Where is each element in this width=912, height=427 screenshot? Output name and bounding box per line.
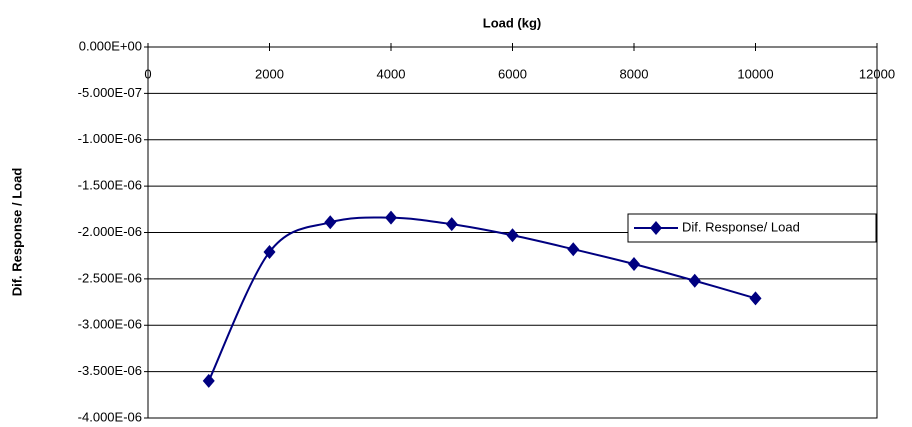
x-tick-label: 4000 (377, 66, 406, 81)
y-tick-label: -2.000E-06 (78, 224, 142, 239)
x-tick-label: 2000 (255, 66, 284, 81)
x-tick-label: 8000 (620, 66, 649, 81)
marker (688, 273, 701, 288)
x-tick-label: 10000 (737, 66, 773, 81)
y-tick-label: 0.000E+00 (79, 38, 142, 53)
y-tick-label: -1.000E-06 (78, 131, 142, 146)
marker (385, 210, 397, 225)
marker (567, 242, 580, 257)
x-axis-label: Load (kg) (483, 15, 542, 30)
y-tick-label: -2.500E-06 (78, 270, 142, 285)
legend-label: Dif. Response/ Load (682, 219, 800, 234)
x-tick-label: 0 (144, 66, 151, 81)
y-tick-label: -1.500E-06 (78, 178, 142, 193)
marker (324, 215, 337, 230)
y-tick-label: -5.000E-07 (78, 85, 142, 100)
marker (202, 373, 215, 388)
y-tick-label: -3.000E-06 (78, 317, 142, 332)
marker (628, 257, 640, 272)
legend: Dif. Response/ Load (627, 213, 877, 243)
series-line (207, 216, 756, 382)
x-tick-label: 6000 (498, 66, 527, 81)
y-tick-label: -3.500E-06 (78, 363, 142, 378)
y-tick-label: -4.000E-06 (78, 409, 142, 424)
x-tick-label: 12000 (859, 66, 895, 81)
marker (506, 228, 519, 243)
marker (445, 217, 458, 232)
marker (749, 291, 762, 306)
marker (263, 244, 276, 259)
y-axis-label: Dif. Response / Load (9, 168, 24, 297)
marker (650, 221, 662, 235)
